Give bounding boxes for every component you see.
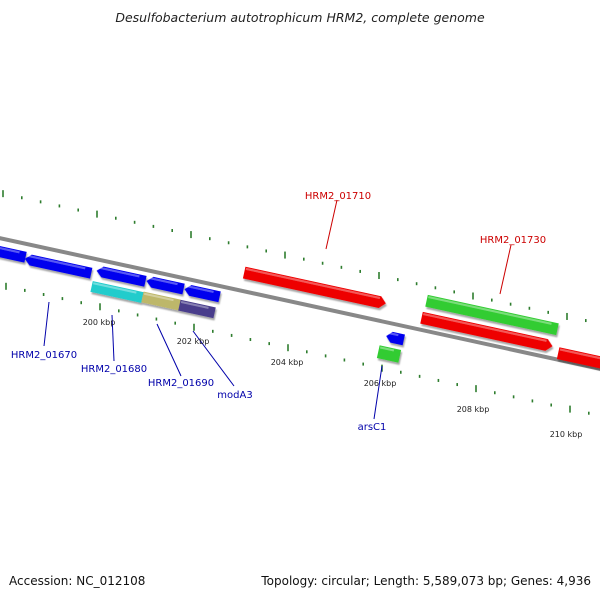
leader-hrm2-01710	[325, 199, 338, 250]
leader-hrm2-01730	[499, 244, 512, 295]
scale-label: 206 kbp	[364, 379, 397, 388]
gene-hrm2-01720[interactable]	[420, 311, 553, 352]
gene-hrm2-01710[interactable]	[242, 266, 387, 310]
accession-text: Accession: NC_012108	[9, 574, 146, 588]
scale-label: 200 kbp	[83, 318, 116, 327]
topology-text: Topology: circular; Length: 5,589,073 bp…	[261, 574, 591, 588]
leader-arsc1	[373, 365, 383, 420]
gene-reverse-partial[interactable]	[0, 243, 27, 263]
scale-label: 204 kbp	[271, 358, 304, 367]
genome-backbone	[0, 236, 600, 371]
scale-label: 208 kbp	[457, 405, 490, 414]
gene-hrm2-01730[interactable]	[425, 294, 559, 336]
gene-reverse-small[interactable]	[385, 331, 405, 346]
gene-label-leaders	[43, 199, 512, 420]
gene-labels: HRM2_01670 HRM2_01680 HRM2_01690 modA3 H…	[11, 191, 546, 433]
scale-label: 202 kbp	[177, 337, 210, 346]
gene-label[interactable]: modA3	[217, 390, 252, 401]
map-title: Desulfobacterium autotrophicum HRM2, com…	[115, 10, 485, 25]
leader-hrm2-01680	[111, 314, 115, 362]
gene-label[interactable]: HRM2_01670	[11, 350, 77, 361]
tick-marks	[2, 190, 590, 415]
gene-features	[0, 243, 600, 370]
gene-label[interactable]: HRM2_01730	[480, 235, 546, 246]
gene-hrm2-01690[interactable]	[141, 291, 181, 311]
gene-hrm2-01680[interactable]	[90, 281, 144, 303]
gene-forward-partial[interactable]	[556, 347, 600, 370]
gene-label[interactable]: arsC1	[358, 422, 387, 433]
scale-labels: 200 kbp 202 kbp 204 kbp 206 kbp 208 kbp …	[83, 318, 583, 439]
gene-reverse-b[interactable]	[183, 284, 221, 303]
gene-label[interactable]: HRM2_01690	[148, 378, 214, 389]
leader-moda3	[192, 330, 235, 387]
gene-hrm2-01668[interactable]	[145, 276, 185, 295]
scale-label: 210 kbp	[550, 430, 583, 439]
gene-arsc1[interactable]	[376, 345, 402, 363]
gene-hrm2-01665[interactable]	[95, 265, 147, 287]
gene-moda3[interactable]	[178, 299, 216, 319]
leader-hrm2-01670	[43, 301, 50, 347]
gene-hrm2-01660[interactable]	[24, 253, 93, 279]
leader-hrm2-01690	[156, 323, 182, 377]
gene-label[interactable]: HRM2_01680	[81, 364, 147, 375]
gene-label[interactable]: HRM2_01710	[305, 191, 371, 202]
